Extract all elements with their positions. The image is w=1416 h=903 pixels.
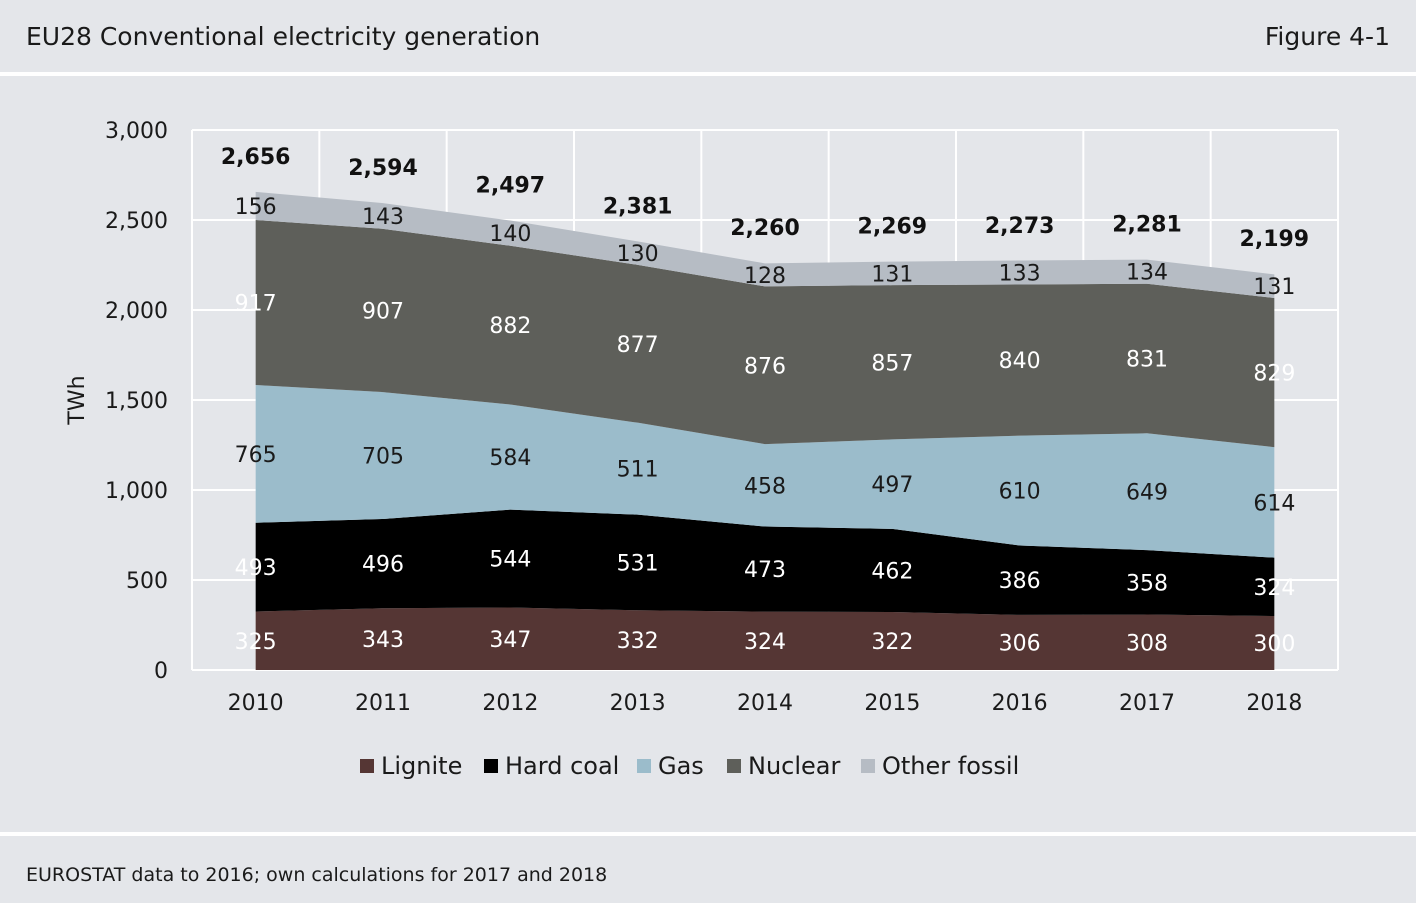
data-label-hard-coal-2014: 473 [744, 558, 786, 583]
legend-label-other-fossil: Other fossil [882, 752, 1019, 780]
y-tick-label-3: 1,500 [105, 389, 168, 414]
data-label-hard-coal-2013: 531 [617, 551, 659, 576]
data-label-nuclear-2017: 831 [1126, 348, 1168, 373]
data-label-hard-coal-2012: 544 [489, 548, 531, 573]
data-label-lignite-2018: 300 [1253, 632, 1295, 657]
x-tick-label-2013: 2013 [610, 691, 666, 716]
data-label-gas-2017: 649 [1126, 481, 1168, 506]
data-label-other-fossil-2017: 134 [1126, 261, 1168, 286]
y-axis-label: TWh [65, 375, 90, 425]
data-label-nuclear-2012: 882 [489, 314, 531, 339]
data-label-hard-coal-2016: 386 [999, 569, 1041, 594]
data-label-gas-2011: 705 [362, 445, 404, 470]
data-label-lignite-2014: 324 [744, 630, 786, 655]
total-label-2012: 2,497 [476, 174, 546, 199]
x-tick-label-2015: 2015 [864, 691, 920, 716]
data-label-gas-2016: 610 [999, 480, 1041, 505]
data-label-nuclear-2010: 917 [235, 292, 277, 317]
figure-label: Figure 4-1 [1264, 22, 1390, 51]
y-tick-label-1: 500 [126, 569, 168, 594]
data-label-hard-coal-2017: 358 [1126, 571, 1168, 596]
divider-top [0, 72, 1416, 76]
legend-swatch-gas [637, 759, 651, 773]
data-label-nuclear-2013: 877 [617, 333, 659, 358]
data-label-nuclear-2014: 876 [744, 354, 786, 379]
chart-area: 325 343 347 332 324 322 306 308 300 493 496 544 531 4… [0, 76, 1416, 832]
data-label-other-fossil-2016: 133 [999, 261, 1041, 286]
data-label-other-fossil-2014: 128 [744, 264, 786, 289]
area-other-fossil [255, 191, 1275, 298]
total-label-2016: 2,273 [985, 214, 1055, 239]
data-label-lignite-2013: 332 [617, 629, 659, 654]
y-tick-label-4: 2,000 [105, 299, 168, 324]
x-tick-label-2017: 2017 [1119, 691, 1175, 716]
chart-title: EU28 Conventional electricity generation [26, 22, 541, 51]
total-label-2013: 2,381 [603, 194, 673, 219]
area-nuclear [255, 220, 1275, 448]
x-tick-label-2010: 2010 [228, 691, 284, 716]
data-label-lignite-2016: 306 [999, 631, 1041, 656]
legend-label-lignite: Lignite [381, 752, 462, 780]
data-label-gas-2012: 584 [489, 446, 531, 471]
legend-label-gas: Gas [658, 752, 704, 780]
data-label-gas-2013: 511 [617, 458, 659, 483]
total-label-2015: 2,269 [858, 215, 928, 240]
area-chart: 325 343 347 332 324 322 306 308 300 493 496 544 531 4… [65, 119, 1339, 780]
legend-label-hard-coal: Hard coal [505, 752, 619, 780]
data-label-gas-2010: 765 [235, 443, 277, 468]
header: EU28 Conventional electricity generation… [0, 0, 1416, 72]
area-lignite [255, 607, 1275, 670]
y-tick-label-5: 2,500 [105, 209, 168, 234]
area-gas [255, 385, 1275, 558]
x-tick-label-2011: 2011 [355, 691, 411, 716]
source-note: EUROSTAT data to 2016; own calculations … [26, 864, 608, 886]
x-tick-label-2018: 2018 [1246, 691, 1302, 716]
data-label-hard-coal-2018: 324 [1253, 576, 1295, 601]
x-tick-label-2012: 2012 [482, 691, 538, 716]
data-label-nuclear-2016: 840 [999, 349, 1041, 374]
y-tick-label-0: 0 [154, 659, 168, 684]
total-label-2017: 2,281 [1112, 212, 1182, 237]
data-label-other-fossil-2018: 131 [1253, 275, 1295, 300]
total-label-2014: 2,260 [730, 216, 800, 241]
data-label-other-fossil-2011: 143 [362, 205, 404, 230]
data-label-lignite-2015: 322 [871, 630, 913, 655]
data-label-other-fossil-2015: 131 [871, 262, 913, 287]
data-label-gas-2018: 614 [1253, 491, 1295, 516]
data-label-hard-coal-2010: 493 [235, 556, 277, 581]
data-label-lignite-2011: 343 [362, 628, 404, 653]
total-label-2018: 2,199 [1240, 227, 1310, 252]
legend-label-nuclear: Nuclear [748, 752, 841, 780]
data-label-gas-2014: 458 [744, 474, 786, 499]
data-label-nuclear-2015: 857 [871, 351, 913, 376]
legend-swatch-hard-coal [484, 759, 498, 773]
total-label-2011: 2,594 [348, 156, 418, 181]
y-tick-label-2: 1,000 [105, 479, 168, 504]
data-label-hard-coal-2011: 496 [362, 553, 404, 578]
data-label-other-fossil-2013: 130 [617, 242, 659, 267]
data-label-other-fossil-2012: 140 [489, 222, 531, 247]
x-tick-label-2014: 2014 [737, 691, 793, 716]
legend-swatch-nuclear [727, 759, 741, 773]
data-label-lignite-2017: 308 [1126, 631, 1168, 656]
y-tick-label-6: 3,000 [105, 119, 168, 144]
legend-swatch-other-fossil [861, 759, 875, 773]
data-label-nuclear-2018: 829 [1253, 362, 1295, 387]
data-label-lignite-2012: 347 [489, 628, 531, 653]
data-label-other-fossil-2010: 156 [235, 195, 277, 220]
legend-swatch-lignite [360, 759, 374, 773]
data-label-lignite-2010: 325 [235, 630, 277, 655]
area-hard-coal [255, 509, 1275, 616]
x-tick-label-2016: 2016 [992, 691, 1048, 716]
total-label-2010: 2,656 [221, 145, 291, 170]
divider-bottom [0, 832, 1416, 836]
data-label-gas-2015: 497 [871, 473, 913, 498]
data-label-nuclear-2011: 907 [362, 299, 404, 324]
data-label-hard-coal-2015: 462 [871, 559, 913, 584]
